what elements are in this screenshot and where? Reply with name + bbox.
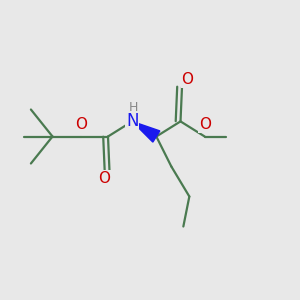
Text: N: N (126, 112, 138, 130)
Text: O: O (75, 117, 87, 132)
Text: H: H (128, 101, 138, 114)
Text: O: O (182, 72, 194, 87)
Text: O: O (199, 117, 211, 132)
Polygon shape (132, 122, 160, 142)
Text: O: O (98, 171, 110, 186)
